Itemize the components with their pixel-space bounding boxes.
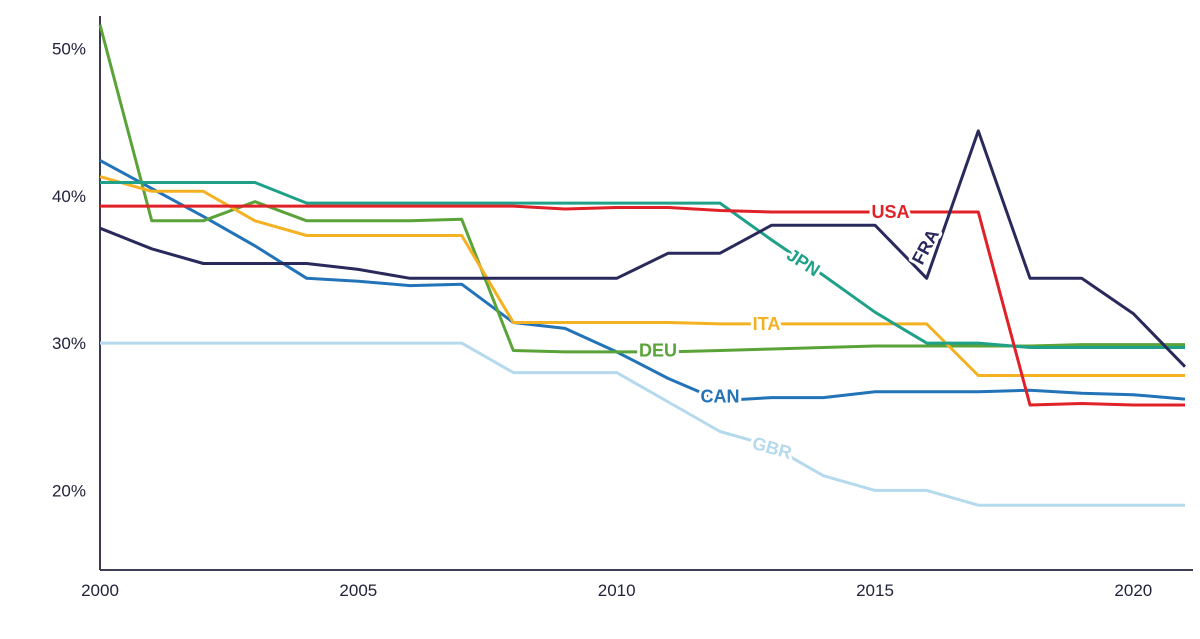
series-line-can — [99, 159, 1186, 403]
series-label-ita: ITA — [753, 314, 781, 334]
x-axis-tick-label: 2005 — [339, 581, 377, 600]
y-axis-tick-label: 20% — [52, 481, 86, 500]
series-line-fra — [99, 129, 1187, 368]
series-line-usa — [100, 204, 1185, 407]
x-axis-tick-label: 2020 — [1114, 581, 1152, 600]
y-axis-tick-label: 40% — [52, 187, 86, 206]
series-label-can: CAN — [701, 386, 740, 406]
series-label-deu: DEU — [639, 341, 677, 361]
x-axis-tick-label: 2015 — [856, 581, 894, 600]
series-line-ita — [99, 175, 1185, 377]
series-line-jpn — [100, 181, 1185, 349]
x-axis-tick-label: 2000 — [81, 581, 119, 600]
series-label-jpn: JPN — [783, 245, 823, 281]
y-axis-tick-label: 30% — [52, 334, 86, 353]
x-axis-tick-label: 2010 — [598, 581, 636, 600]
y-axis-tick-label: 50% — [52, 39, 86, 58]
series-line-gbr — [100, 341, 1185, 507]
series-line-deu — [98, 24, 1185, 354]
series-label-usa: USA — [871, 202, 909, 222]
series-label-gbr: GBR — [750, 433, 794, 463]
